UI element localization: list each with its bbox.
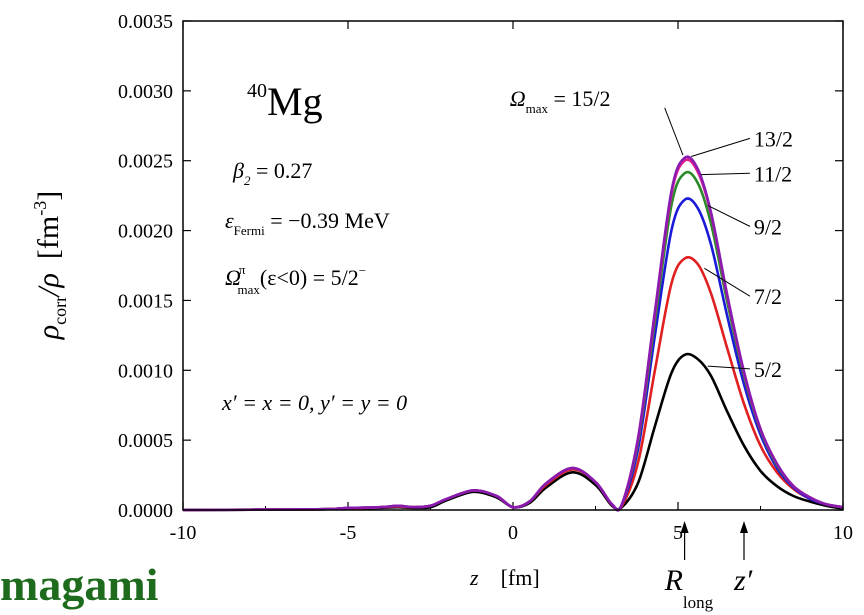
marker-label: Rlong <box>664 564 714 612</box>
marker-arrow-head <box>680 521 689 533</box>
leader-line <box>664 107 684 156</box>
leader-line <box>691 137 751 158</box>
x-tick-labels: -10 -5 0 5 10 <box>170 522 853 544</box>
plot-frame <box>182 20 844 511</box>
series-label: 7/2 <box>754 284 782 309</box>
series-label: Ωmax = 15/2 <box>510 86 611 116</box>
leader-line <box>707 204 751 227</box>
nucleus-mass: 40 <box>247 80 267 102</box>
series-label: 11/2 <box>754 161 792 186</box>
marker-label: z′ <box>733 564 753 597</box>
series-label: 5/2 <box>754 357 782 382</box>
y-tick-label: 0.0015 <box>118 290 173 312</box>
y-tick-label: 0.0020 <box>118 221 173 243</box>
x-tick-label: 5 <box>673 522 683 544</box>
marker-arrow-head <box>740 521 748 533</box>
y-tick-label: 0.0000 <box>118 500 173 522</box>
series-labels: Ωmax = 15/2 13/2 11/2 9/2 7/2 5/2 <box>510 86 793 382</box>
series-label: 13/2 <box>754 126 793 151</box>
nucleus-symbol: Mg <box>267 79 323 124</box>
series-line-15-2 <box>182 155 844 512</box>
leader-line <box>701 172 750 176</box>
position-markers: Rlong z′ <box>664 521 753 612</box>
footer-title-fragment: magami <box>0 559 159 610</box>
series-curves <box>182 155 844 512</box>
x-tick-label: -10 <box>170 522 197 544</box>
y-tick-label: 0.0010 <box>118 360 173 382</box>
leader-line <box>704 267 751 297</box>
y-tick-label: 0.0025 <box>118 151 173 173</box>
nucleus-label: 40Mg <box>247 79 323 124</box>
y-tick-label: 0.0005 <box>118 430 173 452</box>
x-tick-label: 0 <box>508 522 518 544</box>
y-tick-label: 0.0035 <box>118 11 173 33</box>
omega-annotation: Ωπ max(ε<0) = 5/2− <box>225 262 366 297</box>
series-line-9-2 <box>182 197 844 512</box>
y-tick-label: 0.0030 <box>118 81 173 103</box>
y-axis-label: ρcorr/ρ[fm-3] <box>30 191 70 340</box>
coords-annotation: x′ = x = 0, y′ = y = 0 <box>221 390 407 415</box>
beta-annotation: β2 = 0.27 <box>232 158 312 188</box>
series-label: 9/2 <box>754 214 782 239</box>
x-tick-label: -5 <box>340 522 357 544</box>
leader-line <box>707 365 750 370</box>
x-axis-label: z [fm] <box>469 565 540 590</box>
x-tick-label: 10 <box>833 522 853 544</box>
fermi-annotation: εFermi = −0.39 MeV <box>225 208 390 238</box>
y-tick-labels: 0.0000 0.0005 0.0010 0.0015 0.0020 0.0025 0.00… <box>118 11 173 522</box>
